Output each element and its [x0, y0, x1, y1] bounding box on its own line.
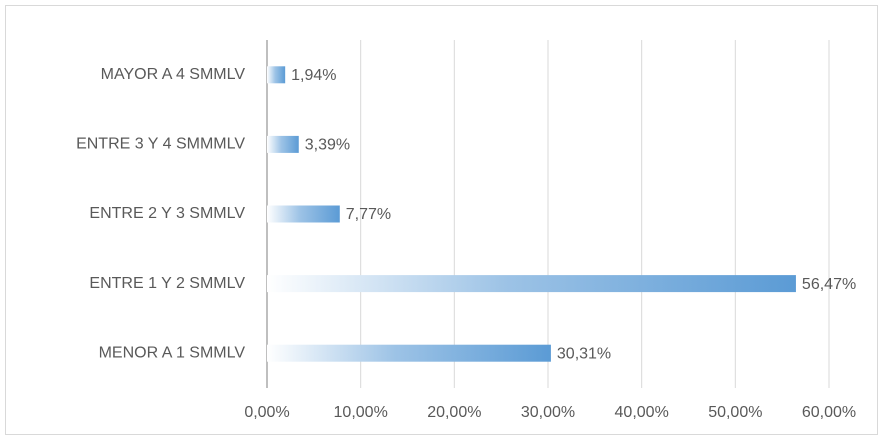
data-label: 30,31%	[557, 345, 611, 362]
data-label: 56,47%	[802, 276, 856, 293]
y-tick-label: MAYOR A 4 SMMLV	[101, 66, 246, 83]
bar	[267, 205, 340, 223]
x-tick-label: 0,00%	[244, 404, 289, 421]
x-tick-label: 40,00%	[615, 404, 669, 421]
data-label: 3,39%	[305, 137, 350, 154]
data-label: 7,77%	[346, 206, 391, 223]
y-tick-label: MENOR A 1 SMMLV	[99, 344, 246, 361]
x-tick-label: 50,00%	[708, 404, 762, 421]
x-tick-label: 60,00%	[802, 404, 856, 421]
y-tick-label: ENTRE 2 Y 3 SMMLV	[89, 205, 245, 222]
data-label: 1,94%	[291, 67, 336, 84]
y-tick-label: ENTRE 3 Y 4 SMMMLV	[76, 136, 245, 153]
bar	[267, 66, 286, 84]
x-tick-label: 20,00%	[427, 404, 481, 421]
x-tick-label: 10,00%	[334, 404, 388, 421]
x-tick-label: 30,00%	[521, 404, 575, 421]
bar	[267, 275, 796, 293]
y-tick-label: ENTRE 1 Y 2 SMMLV	[89, 275, 245, 292]
bar	[267, 135, 299, 153]
bar	[267, 344, 551, 362]
chart-border	[5, 5, 878, 435]
